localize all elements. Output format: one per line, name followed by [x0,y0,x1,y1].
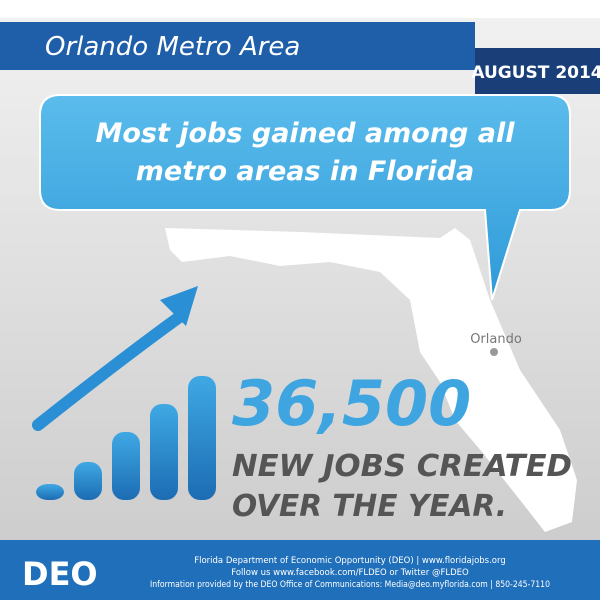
bubble-line: metro areas in Florida [136,156,474,187]
top-border [0,0,600,18]
icon-bar [74,462,102,500]
footer-line: Florida Department of Economic Opportuni… [194,556,506,566]
speech-bubble [39,94,571,301]
icon-bar [150,404,178,500]
growth-icon [32,286,216,500]
city-dot [490,348,498,356]
icon-bar [112,432,140,500]
date: AUGUST 2014 [471,63,600,83]
header-title: Orlando Metro Area [45,32,300,62]
florida-map [165,228,577,532]
footer-line: Information provided by the DEO Office o… [150,580,550,590]
footer-line: Follow us www.facebook.com/FLDEO or Twit… [231,568,469,578]
city-label: Orlando [470,332,522,347]
stat-line: OVER THE YEAR. [232,489,507,524]
icon-bar [188,376,216,500]
icon-bar [36,484,64,500]
stat-line: NEW JOBS CREATED [232,449,572,484]
footer-bar [0,540,600,600]
date-box [475,48,600,94]
header-bar [0,22,475,70]
icon-arrowhead [160,286,198,326]
icon-arrow [32,312,184,431]
footer-logo: DEO [22,555,98,593]
bubble-line: Most jobs gained among all [95,118,515,149]
stat-number: 36,500 [232,367,471,440]
